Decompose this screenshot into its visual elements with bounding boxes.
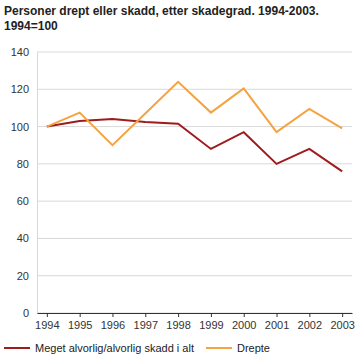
grid-line — [37, 238, 352, 239]
x-tick-label: 1997 — [134, 319, 158, 331]
x-tick-label: 1995 — [68, 319, 92, 331]
legend-label: Drepte — [237, 342, 270, 354]
y-tick-label: 80 — [17, 158, 29, 170]
y-tick: 120 — [11, 83, 37, 95]
y-tick-label: 20 — [17, 270, 29, 282]
x-tick-label: 2002 — [298, 319, 322, 331]
y-axis-line — [37, 53, 38, 314]
subtitle: 1994=100 — [4, 19, 58, 33]
x-tick-label: 1999 — [199, 319, 223, 331]
y-tick-label: 120 — [11, 83, 29, 95]
y-tick-label: 60 — [17, 195, 29, 207]
y-tick-label: 140 — [11, 46, 29, 58]
x-tick-label: 1996 — [101, 319, 125, 331]
x-tick-mark — [47, 313, 48, 317]
y-tick: 60 — [17, 195, 37, 207]
legend-item: Meget alvorlig/alvorlig skadd i alt — [4, 342, 194, 354]
grid-line — [37, 201, 352, 202]
x-tick-mark — [211, 313, 212, 317]
x-tick: 1995 — [68, 313, 92, 331]
x-tick-mark — [277, 313, 278, 317]
y-tick: 80 — [17, 158, 37, 170]
x-tick: 2003 — [330, 313, 354, 331]
x-tick-mark — [145, 313, 146, 317]
x-tick: 2001 — [265, 313, 289, 331]
x-tick-label: 1994 — [35, 319, 59, 331]
title: Personer drept eller skadd, etter skadeg… — [4, 4, 319, 18]
y-tick-label: 100 — [11, 121, 29, 133]
grid-line — [37, 163, 352, 164]
legend-swatch — [4, 347, 30, 349]
x-tick: 1998 — [166, 313, 190, 331]
legend-label: Meget alvorlig/alvorlig skadd i alt — [35, 342, 194, 354]
y-tick: 140 — [11, 46, 37, 58]
x-tick-label: 2001 — [265, 319, 289, 331]
x-tick: 2000 — [232, 313, 256, 331]
legend: Meget alvorlig/alvorlig skadd i alt Drept… — [4, 342, 270, 354]
grid — [37, 52, 352, 313]
grid-line — [37, 275, 352, 276]
x-tick-mark — [80, 313, 81, 317]
plot: 0204060801001201401994199519961997199819… — [11, 46, 355, 331]
x-tick-label: 1998 — [166, 319, 190, 331]
y-tick-label: 0 — [23, 307, 29, 319]
grid-line — [37, 313, 352, 314]
chart: Personer drept eller skadd, etter skadeg… — [0, 0, 361, 362]
x-tick: 1994 — [35, 313, 59, 331]
legend-item: Drepte — [206, 342, 270, 354]
legend-swatch — [206, 347, 232, 349]
x-tick-label: 2003 — [330, 319, 354, 331]
x-tick: 1999 — [199, 313, 223, 331]
grid-line — [37, 89, 352, 90]
x-tick-mark — [112, 313, 113, 317]
y-tick: 100 — [11, 121, 37, 133]
y-tick-label: 40 — [17, 232, 29, 244]
x-tick-mark — [178, 313, 179, 317]
x-tick: 1997 — [134, 313, 158, 331]
x-tick-label: 2000 — [232, 319, 256, 331]
x-axis-line — [38, 313, 353, 314]
x-tick: 2002 — [298, 313, 322, 331]
grid-line — [37, 126, 352, 127]
y-axis: 0 20 40 60 80 100 120 140 — [11, 46, 38, 319]
series-line — [47, 82, 342, 145]
x-tick: 1996 — [101, 313, 125, 331]
x-axis: 1994 1995 1996 1997 1998 1999 2000 2001 2002 2003 — [35, 313, 355, 331]
grid-line — [37, 52, 352, 53]
x-tick-mark — [244, 313, 245, 317]
series-line — [47, 119, 342, 171]
y-tick: 20 — [17, 270, 37, 282]
y-tick: 0 — [23, 307, 37, 319]
lines — [47, 82, 342, 171]
x-tick-mark — [309, 313, 310, 317]
x-tick-mark — [342, 313, 343, 317]
y-tick: 40 — [17, 232, 37, 244]
